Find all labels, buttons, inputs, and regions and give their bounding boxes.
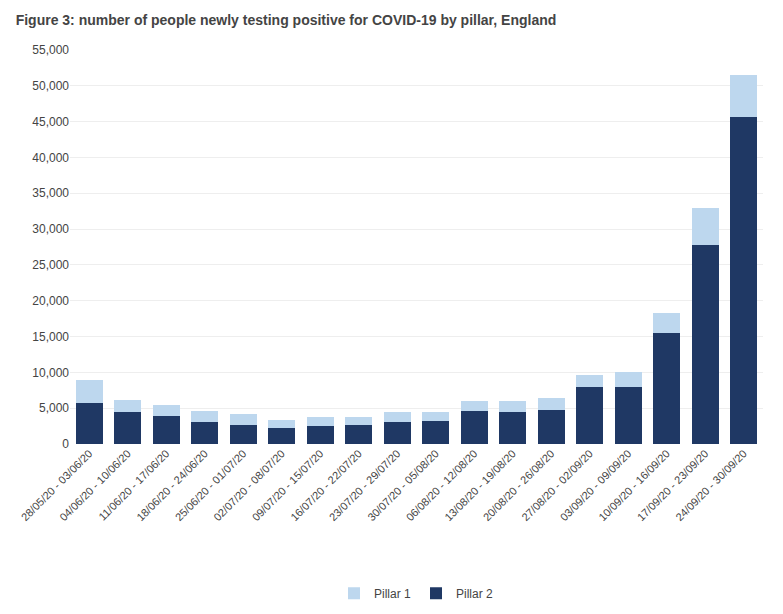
svg-text:16/07/20 - 22/07/20: 16/07/20 - 22/07/20 [288, 447, 364, 523]
svg-text:09/07/20 - 15/07/20: 09/07/20 - 15/07/20 [250, 447, 326, 523]
svg-text:25/06/20 - 01/07/20: 25/06/20 - 01/07/20 [173, 447, 249, 523]
svg-text:06/08/20 - 12/08/20: 06/08/20 - 12/08/20 [404, 447, 480, 523]
svg-text:04/06/20 - 10/06/20: 04/06/20 - 10/06/20 [57, 447, 133, 523]
svg-text:Pillar 1: Pillar 1 [374, 587, 411, 601]
svg-text:03/09/20 - 09/09/20: 03/09/20 - 09/09/20 [558, 447, 634, 523]
svg-text:13/08/20 - 19/08/20: 13/08/20 - 19/08/20 [442, 447, 518, 523]
svg-text:5,000: 5,000 [39, 401, 69, 415]
svg-text:20,000: 20,000 [32, 294, 69, 308]
svg-text:25,000: 25,000 [32, 258, 69, 272]
svg-text:10,000: 10,000 [32, 366, 69, 380]
svg-text:45,000: 45,000 [32, 115, 69, 129]
svg-text:18/06/20 - 24/06/20: 18/06/20 - 24/06/20 [134, 447, 210, 523]
svg-text:10/09/20 - 16/09/20: 10/09/20 - 16/09/20 [596, 447, 672, 523]
svg-text:28/05/20 - 03/06/20: 28/05/20 - 03/06/20 [19, 447, 95, 523]
svg-text:30/07/20 - 05/08/20: 30/07/20 - 05/08/20 [365, 447, 441, 523]
svg-text:24/09/20 - 30/09/20: 24/09/20 - 30/09/20 [673, 447, 749, 523]
svg-text:11/06/20 - 17/06/20: 11/06/20 - 17/06/20 [96, 447, 171, 522]
svg-text:50,000: 50,000 [32, 79, 69, 93]
svg-text:Figure 3: number of people new: Figure 3: number of people newly testing… [16, 12, 557, 28]
svg-text:Pillar 2: Pillar 2 [456, 587, 493, 601]
svg-text:02/07/20 - 08/07/20: 02/07/20 - 08/07/20 [211, 447, 287, 523]
svg-text:15,000: 15,000 [32, 330, 69, 344]
svg-text:17/09/20 - 23/09/20: 17/09/20 - 23/09/20 [635, 447, 711, 523]
svg-text:40,000: 40,000 [32, 151, 69, 165]
svg-text:27/08/20 - 02/09/20: 27/08/20 - 02/09/20 [519, 447, 595, 523]
svg-text:23/07/20 - 29/07/20: 23/07/20 - 29/07/20 [327, 447, 403, 523]
svg-text:0: 0 [62, 437, 69, 451]
svg-text:30,000: 30,000 [32, 222, 69, 236]
svg-text:20/08/20 - 26/08/20: 20/08/20 - 26/08/20 [481, 447, 557, 523]
svg-text:35,000: 35,000 [32, 186, 69, 200]
svg-text:55,000: 55,000 [32, 43, 69, 57]
